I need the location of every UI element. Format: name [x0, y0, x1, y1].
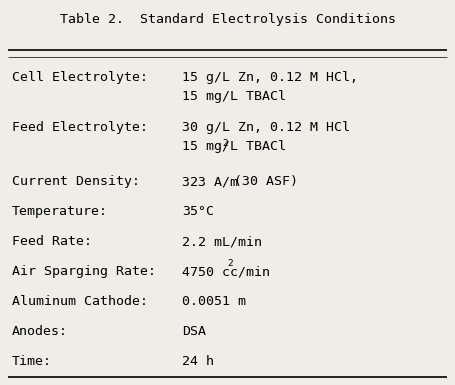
Text: Air Sparging Rate:: Air Sparging Rate:	[12, 265, 156, 278]
Text: 15 mg/L TBACl: 15 mg/L TBACl	[182, 89, 286, 102]
Text: Cell Electrolyte:: Cell Electrolyte:	[12, 71, 148, 84]
Text: Aluminum Cathode:: Aluminum Cathode:	[12, 295, 148, 308]
Text: Time:: Time:	[12, 355, 52, 368]
Text: Feed Rate:: Feed Rate:	[12, 235, 92, 248]
Text: Feed Electrolyte:: Feed Electrolyte:	[12, 121, 148, 134]
Text: Table 2.  Standard Electrolysis Conditions: Table 2. Standard Electrolysis Condition…	[60, 13, 395, 26]
Text: 2.2 mL/min: 2.2 mL/min	[182, 235, 262, 248]
Text: 30 g/L Zn, 0.12 M HCl: 30 g/L Zn, 0.12 M HCl	[182, 121, 350, 134]
Text: Temperature:: Temperature:	[12, 206, 108, 218]
Text: 35°C: 35°C	[182, 206, 214, 218]
Text: 0.0051 m: 0.0051 m	[182, 295, 246, 308]
Text: Current Density:: Current Density:	[12, 176, 140, 188]
Text: 2: 2	[222, 139, 228, 148]
Text: 323 A/m: 323 A/m	[182, 176, 238, 188]
Text: 15 g/L Zn, 0.12 M HCl,: 15 g/L Zn, 0.12 M HCl,	[182, 71, 358, 84]
Text: DSA: DSA	[182, 325, 206, 338]
Text: 2: 2	[228, 259, 233, 268]
Text: 24 h: 24 h	[182, 355, 214, 368]
Text: 4750 cc/min: 4750 cc/min	[182, 265, 270, 278]
Text: 15 mg/L TBACl: 15 mg/L TBACl	[182, 139, 286, 152]
Text: (30 ASF): (30 ASF)	[226, 176, 298, 188]
Text: Anodes:: Anodes:	[12, 325, 68, 338]
